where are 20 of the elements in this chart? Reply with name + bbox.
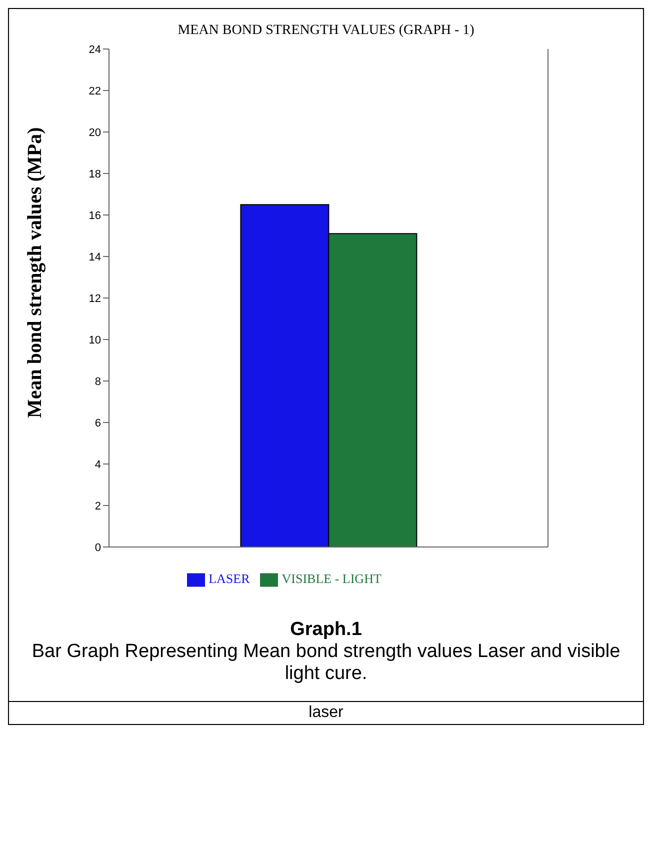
y-axis-title: Mean bond strength values (MPa) [24,127,46,418]
text: Bar Graph Representing Mean bond strength values Laser and visible light cure. [30,641,622,685]
text: Graph.1 [289,619,363,641]
y-tick-label: 8 [94,376,101,388]
text: laser [9,701,643,724]
y-tick-label: 18 [88,168,101,180]
y-tick-label: 6 [94,417,101,430]
legend-label: LASER [208,570,250,586]
y-tick-label: 16 [88,210,101,222]
legend-label: VISIBLE - LIGHT [282,570,382,586]
y-tick-label: 20 [88,126,101,139]
chart-title: MEAN BOND STRENGTH VALUES (GRAPH - 1) [176,23,476,39]
y-tick-label: 12 [88,292,101,305]
y-tick-label: 24 [88,44,101,56]
y-tick-label: 4 [94,458,101,471]
y-tick-label: 22 [88,85,101,98]
y-tick-label: 0 [94,542,101,554]
y-tick-label: 14 [88,251,101,264]
y-tick-label: 2 [94,500,101,512]
y-tick-label: 10 [88,334,101,346]
